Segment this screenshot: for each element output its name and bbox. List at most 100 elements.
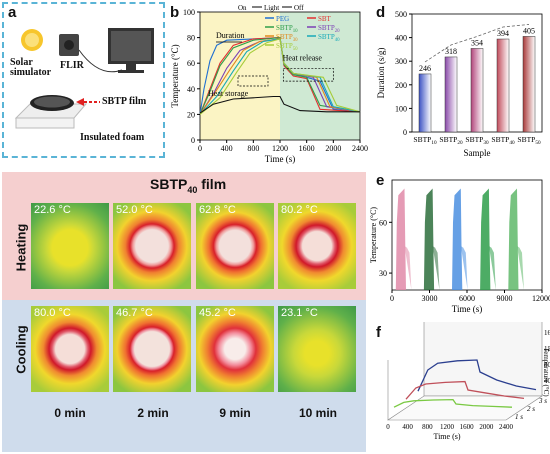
- panel-d-label: d: [376, 4, 386, 21]
- chart-f: 3 s2 s 1 s 0 400 800 1200 1600 2000 2400 40 80 120 1…: [386, 322, 550, 441]
- chart-d: 246 SBTP10 318 SBTP20 354 SBTP30 394 SBTP40 405 S…: [376, 10, 543, 158]
- data-label-sbtp10: 246: [419, 64, 431, 73]
- chart-e: 0 3000 6000 9000 12000 30 60 Time (s) Temperatur…: [369, 179, 550, 314]
- data-label-sbtp30: 354: [471, 38, 483, 47]
- y-tick-label-d: 500: [395, 10, 407, 19]
- panel-b-label: b: [170, 4, 180, 21]
- solar-simulator-label: Solar simulator: [10, 57, 52, 78]
- time-label-3: 10 min: [298, 406, 337, 420]
- thermal-image-cooling-2: 45.2 °C: [196, 306, 274, 392]
- y-axis-label-d: Duration (s/g): [376, 48, 386, 99]
- bar-sbtp10: [418, 73, 432, 133]
- x-tick-label-b: 2000: [325, 144, 341, 153]
- z-axis-label-f: Temperature (°C): [542, 347, 550, 397]
- time-label-0: 0 min: [54, 406, 86, 420]
- thermal-image-cooling-3: 23.1 °C: [278, 306, 356, 392]
- cycle-release-4: [488, 246, 496, 290]
- x-tick-label-f: 1200: [440, 423, 455, 431]
- temperature-readout-cooling-1: 46.7 °C: [116, 307, 153, 319]
- heat-release-box: [282, 67, 334, 82]
- thermal-image-heating-2: 62.8 °C: [196, 203, 274, 289]
- x-axis-label-d: Sample: [464, 148, 491, 158]
- z-tick-label-f: 80: [544, 361, 550, 369]
- x-tick-label-f: 800: [422, 423, 433, 431]
- temperature-readout-heating-2: 62.8 °C: [199, 204, 236, 216]
- x-tick-label-b: 0: [198, 144, 202, 153]
- series-line-f-3: [417, 359, 537, 392]
- legend-top-on: On: [238, 4, 247, 12]
- x-tick-label-d: SBTP10: [413, 135, 437, 146]
- depth-label-3: 3 s: [538, 397, 547, 405]
- x-tick-label-d: SBTP50: [517, 135, 541, 146]
- x-tick-label-f: 400: [402, 423, 413, 431]
- z-tick-label-f: 40: [544, 377, 550, 385]
- back-wall-f: [423, 322, 543, 397]
- series-line-f-1: [393, 398, 513, 408]
- legend-entry-sbtp20: SBTP20: [318, 24, 340, 34]
- series-line-f-2: [405, 380, 525, 400]
- x-tick-label-b: 400: [221, 144, 233, 153]
- annotation-heat-storage: Heat storage: [208, 89, 249, 98]
- y-tick-label-d: 300: [395, 57, 407, 66]
- flir-label: FLIR: [60, 60, 84, 71]
- y-tick-label-b: 0: [191, 136, 195, 145]
- annotation-duration: Duration: [216, 31, 244, 40]
- y-tick-label-b: 20: [187, 110, 195, 119]
- sbtp-film-label: SBTP film: [102, 96, 147, 107]
- x-tick-label-f: 2000: [479, 423, 494, 431]
- panel-e-label: e: [376, 172, 385, 189]
- x-tick-label-d: SBTP30: [465, 135, 489, 146]
- x-axis-label-f: Time (s): [433, 432, 460, 441]
- legend-entry-sbtp30: SBTP30: [276, 33, 298, 43]
- x-tick-label-b: 800: [247, 144, 259, 153]
- trend-line-d: [424, 24, 530, 63]
- y-tick-label-d: 200: [395, 81, 407, 90]
- temperature-readout-heating-0: 22.6 °C: [34, 204, 71, 216]
- temperature-readout-heating-3: 80.2 °C: [281, 204, 318, 216]
- panel-a-label: a: [8, 4, 17, 21]
- temperature-readout-heating-1: 52.0 °C: [116, 204, 153, 216]
- series-line-sbtp50: [199, 38, 361, 115]
- legend-entry-sbtp50: SBTP50: [276, 42, 298, 52]
- y-tick-label-d: 0: [403, 128, 407, 137]
- annotation-heat-release: Heat release: [283, 54, 323, 63]
- legend-top-off: Off: [294, 4, 304, 12]
- y-axis-label-e: Temperature (°C): [369, 207, 378, 264]
- floor-f: [387, 395, 543, 421]
- y-tick-label-b: 100: [183, 8, 195, 17]
- plot-frame-e: [391, 179, 543, 291]
- temperature-readout-cooling-0: 80.0 °C: [34, 307, 71, 319]
- x-tick-label-e: 3000: [422, 294, 438, 303]
- cycle-peak-1: [395, 188, 406, 290]
- x-tick-label-e: 6000: [459, 294, 475, 303]
- bar-sbtp50: [522, 36, 536, 133]
- x-tick-label-b: 2400: [352, 144, 368, 153]
- setup-illustration: [14, 28, 154, 129]
- thermal-image-heating-1: 52.0 °C: [113, 203, 191, 289]
- y-tick-label-e: 60: [379, 218, 387, 227]
- time-label-2: 9 min: [219, 406, 251, 420]
- x-tick-label-d: SBTP20: [439, 135, 463, 146]
- depth-label-2: 2 s: [527, 405, 535, 413]
- y-tick-label-d: 100: [395, 104, 407, 113]
- legend-entry-sbtp10: SBTP10: [276, 24, 298, 34]
- legend-entry-sbt: SBT: [318, 15, 332, 23]
- film-title: SBTP40 film: [150, 176, 227, 195]
- x-tick-label-b: 1600: [299, 144, 315, 153]
- cycle-peak-5: [508, 188, 519, 290]
- cycle-peak-3: [452, 188, 463, 290]
- temperature-readout-cooling-2: 45.2 °C: [199, 307, 236, 319]
- y-tick-label-e: 30: [379, 269, 387, 278]
- data-label-sbtp40: 394: [497, 29, 509, 38]
- cycle-release-1: [404, 246, 412, 290]
- insulated-foam-label: Insulated foam: [80, 132, 145, 143]
- x-axis-label-b: Time (s): [265, 154, 295, 164]
- heat-storage-box: [237, 75, 269, 87]
- bar-sbtp20: [444, 56, 458, 133]
- x-tick-label-f: 2400: [499, 423, 514, 431]
- x-tick-label-e: 12000: [532, 294, 550, 303]
- chart-b: 0 400 800 1200 1600 2000 2400 0 20 40 60 80 100 Time …: [170, 4, 368, 164]
- y-tick-label-d: 400: [395, 34, 407, 43]
- z-tick-label-f: 120: [544, 345, 550, 353]
- y-axis-label-b: Temperature (°C): [170, 44, 180, 107]
